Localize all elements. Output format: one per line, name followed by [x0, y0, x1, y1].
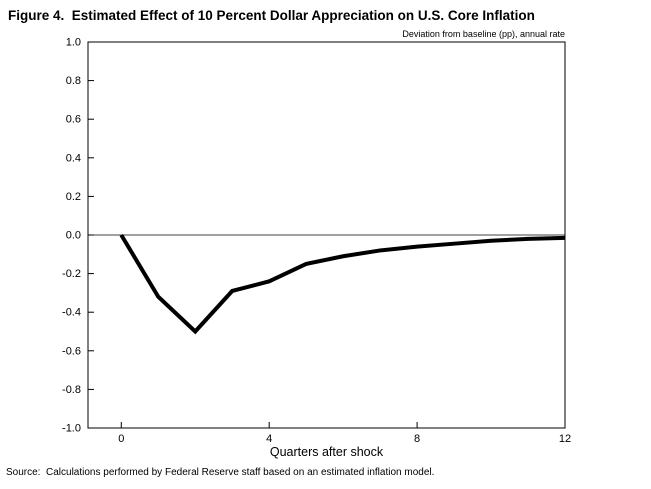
- y-axis-units-label: Deviation from baseline (pp), annual rat…: [402, 29, 565, 39]
- y-tick-label: 0.2: [66, 191, 81, 203]
- y-tick-label: 0.0: [66, 230, 81, 242]
- y-tick-label: -1.0: [62, 423, 81, 435]
- chart-title: Figure 4. Estimated Effect of 10 Percent…: [8, 8, 535, 23]
- source-note: Source: Calculations performed by Federa…: [6, 467, 435, 478]
- y-tick-label: 1.0: [66, 37, 81, 49]
- y-tick-label: -0.2: [62, 268, 81, 280]
- y-tick-label: -0.8: [62, 384, 81, 396]
- x-axis-title: Quarters after shock: [269, 445, 384, 459]
- y-tick-label: 0.4: [66, 152, 81, 164]
- x-tick-label: 12: [559, 433, 571, 445]
- x-tick-label: 0: [118, 433, 124, 445]
- y-tick-label: 0.8: [66, 75, 81, 87]
- x-tick-label: 8: [414, 433, 420, 445]
- y-tick-label: -0.6: [62, 345, 81, 357]
- data-series-line: [119, 233, 566, 335]
- y-tick-label: 0.6: [66, 114, 81, 126]
- y-tick-label: -0.4: [62, 307, 81, 319]
- x-tick-label: 4: [266, 433, 272, 445]
